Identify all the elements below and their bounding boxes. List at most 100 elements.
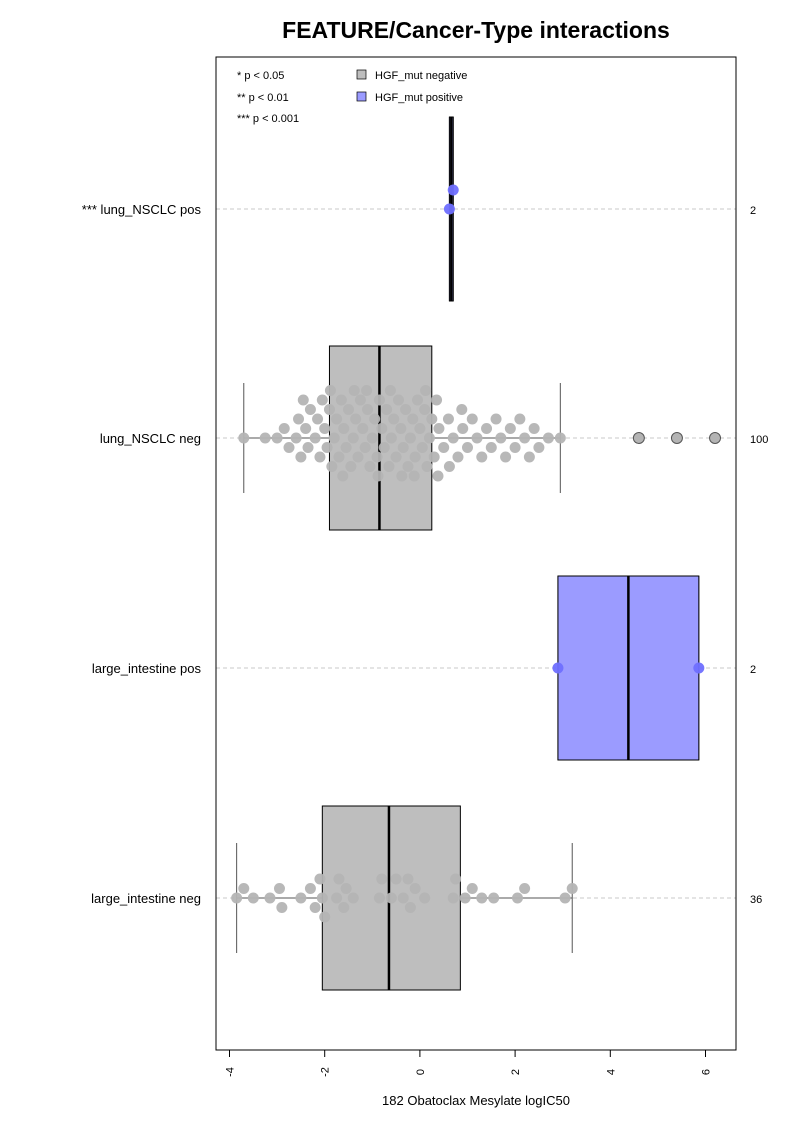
data-point — [314, 451, 326, 463]
data-point — [304, 883, 316, 894]
outlier-point — [632, 432, 645, 444]
data-point — [364, 461, 376, 472]
count-label: 2 — [750, 205, 756, 217]
data-point — [519, 432, 531, 444]
data-point — [462, 442, 473, 453]
data-point — [354, 394, 366, 406]
data-point — [331, 413, 343, 425]
data-point — [471, 432, 483, 444]
data-point — [338, 423, 350, 434]
count-label: 100 — [750, 434, 768, 446]
data-point — [409, 451, 421, 463]
data-point — [385, 892, 397, 904]
sig-legend-1: * p < 0.05 — [237, 70, 284, 82]
data-point — [519, 883, 531, 894]
data-point — [331, 892, 343, 904]
data-point — [276, 902, 288, 913]
data-point — [488, 892, 500, 904]
data-point — [421, 461, 433, 472]
data-point — [290, 432, 302, 444]
data-point — [428, 451, 440, 463]
data-point — [412, 394, 424, 406]
data-point — [442, 413, 454, 425]
category-label: lung_NSCLC neg — [100, 431, 201, 446]
data-point — [302, 442, 314, 453]
data-point — [271, 432, 283, 444]
data-point — [340, 883, 352, 894]
data-point — [476, 892, 488, 904]
data-point — [481, 423, 493, 434]
data-point — [352, 451, 364, 463]
data-point — [402, 461, 414, 472]
data-point — [295, 892, 307, 904]
data-point — [316, 892, 328, 904]
data-point — [495, 432, 507, 444]
data-point — [312, 413, 324, 425]
sig-legend-2: ** p < 0.01 — [237, 92, 289, 104]
data-point — [293, 413, 305, 425]
data-point — [466, 413, 478, 425]
data-point — [314, 873, 326, 885]
data-point — [357, 423, 369, 434]
data-point — [247, 892, 259, 904]
data-point — [376, 423, 388, 434]
x-tick-label: 4 — [605, 1069, 617, 1075]
data-point — [397, 892, 409, 904]
data-point — [335, 394, 347, 406]
data-point — [408, 470, 420, 482]
data-point — [383, 461, 395, 472]
data-point — [432, 470, 444, 482]
data-point — [372, 470, 384, 482]
data-point — [416, 442, 428, 453]
category-label: *** lung_NSCLC pos — [82, 202, 202, 217]
data-point — [378, 442, 390, 453]
data-point — [337, 470, 349, 482]
data-point — [304, 404, 316, 415]
data-point — [420, 385, 432, 396]
data-point — [300, 423, 312, 434]
data-point — [456, 404, 468, 415]
x-tick-label: -4 — [225, 1067, 237, 1077]
data-point — [371, 451, 383, 463]
data-point — [340, 442, 352, 453]
data-point — [273, 883, 285, 894]
data-point — [345, 461, 357, 472]
data-point — [238, 432, 250, 444]
plot-area: *** lung_NSCLC pos 2 lung_NSCLC neg 100 larg… — [82, 116, 768, 991]
count-label: 2 — [750, 664, 756, 676]
data-point — [326, 461, 338, 472]
data-point — [509, 442, 521, 453]
data-point — [343, 404, 354, 415]
data-point — [333, 451, 345, 463]
data-point — [348, 385, 360, 396]
data-point — [359, 442, 371, 453]
data-point — [295, 451, 307, 463]
data-point — [392, 394, 404, 406]
data-point — [466, 883, 478, 894]
outlier-point — [709, 432, 722, 444]
data-point — [490, 413, 502, 425]
data-point — [373, 892, 385, 904]
legend-swatch-positive — [356, 91, 367, 102]
x-axis-label: 182 Obatoclax Mesylate logIC50 — [382, 1093, 570, 1108]
data-point — [259, 432, 271, 444]
data-point — [459, 892, 471, 904]
data-point — [333, 873, 345, 885]
data-point — [362, 404, 374, 415]
data-point — [347, 892, 359, 904]
data-point — [423, 432, 435, 444]
data-point — [396, 470, 408, 482]
data-point — [319, 911, 331, 923]
data-point — [500, 451, 512, 463]
data-point — [388, 413, 400, 425]
data-point — [319, 423, 331, 434]
data-point — [447, 892, 459, 904]
data-point — [528, 423, 540, 434]
data-point — [390, 873, 402, 885]
data-point — [323, 404, 335, 415]
data-point — [414, 423, 426, 434]
outlier-point — [670, 432, 683, 444]
data-point — [693, 662, 705, 674]
data-point — [407, 413, 419, 425]
